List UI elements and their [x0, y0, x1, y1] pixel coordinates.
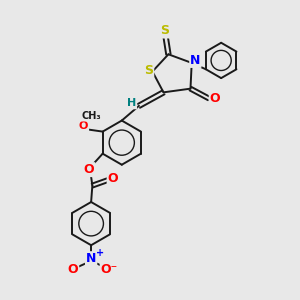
Text: O: O	[210, 92, 220, 105]
Text: CH₃: CH₃	[82, 111, 101, 121]
Text: N: N	[190, 54, 201, 67]
Text: S: S	[144, 64, 153, 77]
Text: O: O	[108, 172, 118, 185]
Text: H: H	[127, 98, 136, 108]
Text: O⁻: O⁻	[101, 262, 118, 275]
Text: N: N	[86, 252, 96, 265]
Text: O: O	[68, 262, 78, 275]
Text: O: O	[79, 121, 88, 131]
Text: O: O	[84, 163, 94, 176]
Text: S: S	[160, 25, 169, 38]
Text: +: +	[95, 248, 104, 258]
